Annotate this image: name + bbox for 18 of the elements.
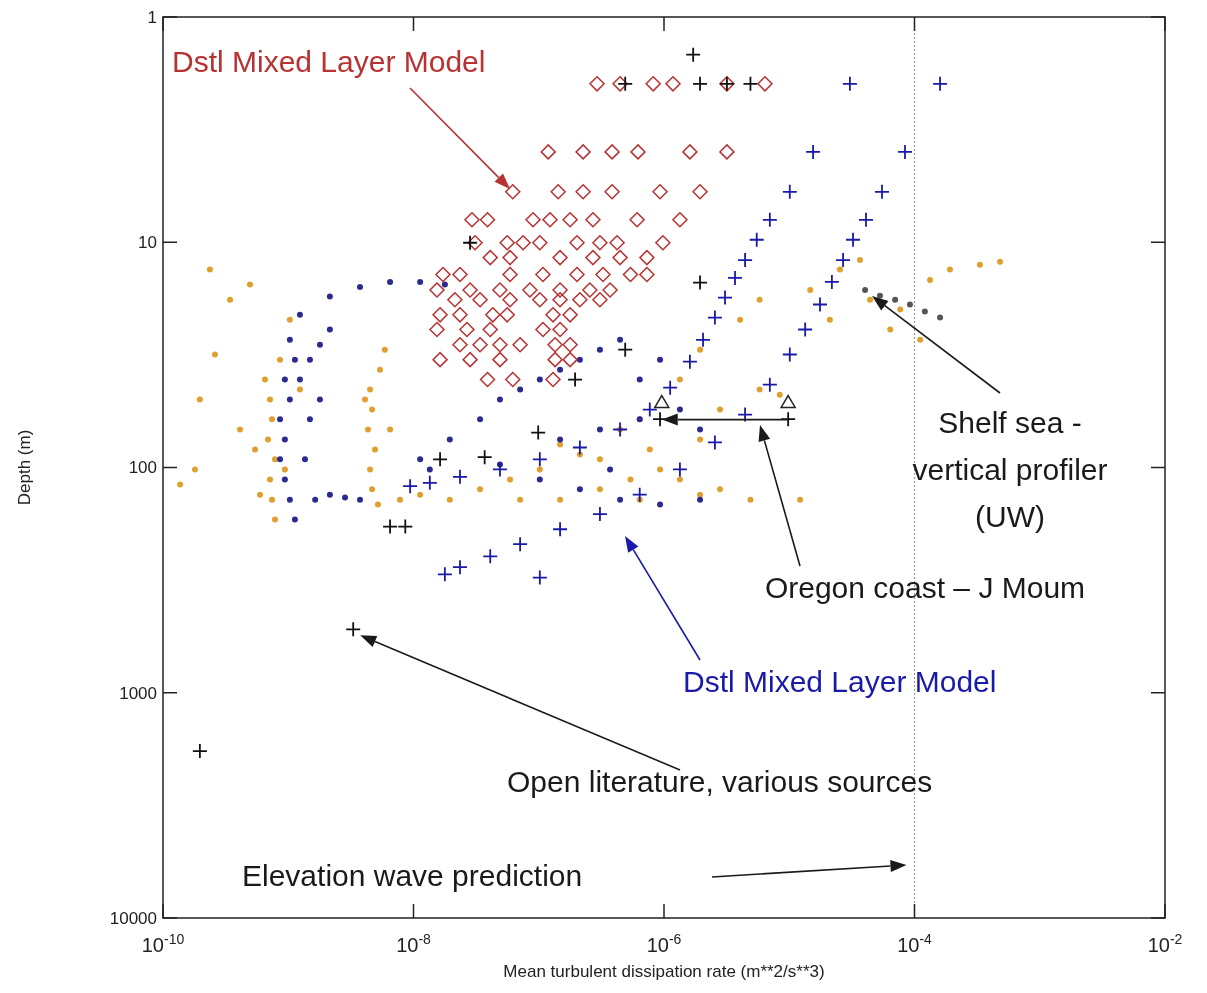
annotation: Elevation wave prediction [242, 859, 583, 892]
text: Dstl Mixed Layer Model [172, 45, 486, 78]
y-tick-label: 1 [147, 7, 157, 27]
x-tick-label: 10$^{-8}$ [396, 931, 432, 956]
x-tick-label: 10$^{-10}$ [141, 931, 185, 956]
x-tick-label: 10$^{-4}$ [897, 931, 933, 956]
y-tick-label: 10 [138, 233, 157, 253]
y-tick-label: 10000 [109, 908, 157, 928]
x-tick-label: 10$^{-2}$ [1147, 931, 1183, 956]
annotation: Open literature, various sources [507, 765, 933, 798]
annotation: Shelf sea - vertical profiler (UW) [912, 406, 1108, 533]
y-tick-label: 100 [128, 458, 157, 478]
x-axis-title: Mean turbulent dissipation rate (m**2/s**3) [503, 962, 825, 981]
y-tick-label: 1000 [119, 683, 157, 703]
text: Dstl Mixed Layer Model [683, 665, 997, 698]
annotation: Oregon coast – J Moum [764, 571, 1086, 604]
x-tick-label: 10$^{-6}$ [646, 931, 682, 956]
y-axis-title: Depth (m) [15, 429, 34, 506]
